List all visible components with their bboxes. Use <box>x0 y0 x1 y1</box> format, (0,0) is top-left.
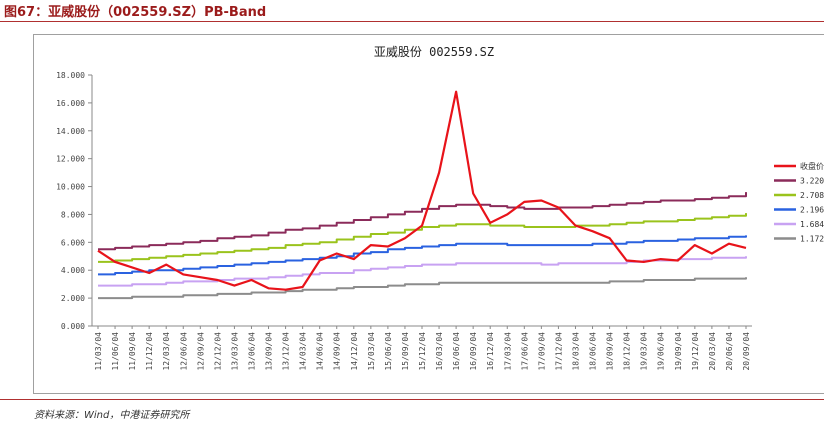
x-tick-label: 13/12/04 <box>282 332 291 371</box>
legend-label: 收盘价 <box>800 161 824 171</box>
y-tick-label: 8.000 <box>61 210 85 219</box>
x-tick-label: 13/03/04 <box>230 332 239 371</box>
x-tick-label: 20/09/04 <box>742 332 751 371</box>
x-tick-label: 12/12/04 <box>213 332 222 371</box>
x-tick-label: 12/09/04 <box>196 332 205 371</box>
bottom-divider <box>0 399 824 400</box>
x-tick-label: 14/06/04 <box>316 332 325 371</box>
x-tick-label: 14/12/04 <box>350 332 359 371</box>
chart-frame: 亚威股份 002559.SZ 0.000 2.000 4.000 6.000 8.000… <box>33 34 824 394</box>
x-tick-label: 12/03/04 <box>162 332 171 371</box>
x-tick-label: 11/12/04 <box>145 332 154 371</box>
legend-label: 2.196 <box>800 206 824 215</box>
x-tick-label: 14/09/04 <box>333 332 342 371</box>
x-tick-label: 11/06/04 <box>111 332 120 371</box>
legend-label: 3.220 <box>800 177 824 186</box>
x-tick-label: 15/03/04 <box>367 332 376 371</box>
x-tick-label: 15/09/04 <box>401 332 410 371</box>
x-tick-label: 15/12/04 <box>418 332 427 371</box>
series-line <box>98 192 747 251</box>
y-tick-label: 0.000 <box>61 322 85 331</box>
pb-band-chart: 亚威股份 002559.SZ 0.000 2.000 4.000 6.000 8.000… <box>56 45 824 371</box>
x-tick-label: 14/03/04 <box>299 332 308 371</box>
series-lines <box>97 90 747 300</box>
y-tick-label: 2.000 <box>61 294 85 303</box>
legend: 收盘价 3.220 2.708 2.196 1.684 1.172 <box>774 161 824 244</box>
x-tick-label: 11/09/04 <box>128 332 137 371</box>
x-tick-label: 19/03/04 <box>640 332 649 371</box>
x-tick-label: 19/06/04 <box>657 332 666 371</box>
top-divider <box>0 21 824 22</box>
source-note: 资料来源：Wind，中港证券研究所 <box>34 410 190 421</box>
x-tick-label: 18/03/04 <box>571 332 580 371</box>
series-line <box>98 277 747 300</box>
y-tick-label: 12.000 <box>56 155 85 164</box>
x-tick-label: 18/06/04 <box>589 332 598 371</box>
y-tick-label: 18.000 <box>56 71 85 80</box>
y-tick-label: 16.000 <box>56 99 85 108</box>
x-tick-label: 17/12/04 <box>554 332 563 371</box>
legend-label: 1.684 <box>800 220 824 229</box>
series-line <box>97 90 747 291</box>
x-tick-label: 17/06/04 <box>520 332 529 371</box>
x-tick-label: 18/12/04 <box>623 332 632 371</box>
x-tick-label: 13/06/04 <box>247 332 256 371</box>
x-tick-label: 19/09/04 <box>674 332 683 371</box>
y-tick-label: 6.000 <box>61 238 85 247</box>
x-tick-label: 18/09/04 <box>606 332 615 371</box>
y-tick-label: 10.000 <box>56 183 85 192</box>
x-tick-label: 13/09/04 <box>265 332 274 371</box>
legend-label: 2.708 <box>800 191 824 200</box>
x-tick-label: 16/09/04 <box>469 332 478 371</box>
x-tick-label: 17/09/04 <box>537 332 546 371</box>
x-tick-label: 16/06/04 <box>452 332 461 371</box>
x-tick-label: 17/03/04 <box>503 332 512 371</box>
x-tick-label: 11/03/04 <box>94 332 103 371</box>
y-tick-label: 14.000 <box>56 127 85 136</box>
chart-title: 亚威股份 002559.SZ <box>374 45 494 59</box>
series-line <box>98 235 747 276</box>
y-tick-label: 4.000 <box>61 266 85 275</box>
series-line <box>98 213 747 263</box>
x-tick-label: 16/03/04 <box>435 332 444 371</box>
y-axis-ticks: 0.000 2.000 4.000 6.000 8.000 10.000 12.000 14.… <box>56 71 92 331</box>
x-tick-label: 20/06/04 <box>725 332 734 371</box>
figure-title: 图67：亚威股份（002559.SZ）PB-Band <box>4 5 267 20</box>
x-axis-ticks: 11/03/04 11/06/04 11/09/04 11/12/04 12/03/04… <box>94 326 751 371</box>
x-tick-label: 20/03/04 <box>708 332 717 371</box>
legend-label: 1.172 <box>800 235 824 244</box>
x-tick-label: 15/06/04 <box>384 332 393 371</box>
x-tick-label: 16/12/04 <box>486 332 495 371</box>
x-tick-label: 12/06/04 <box>179 332 188 371</box>
x-tick-label: 19/12/04 <box>691 332 700 371</box>
